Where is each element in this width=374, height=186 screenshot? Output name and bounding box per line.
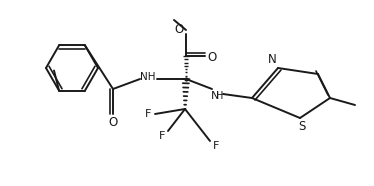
Text: F: F (159, 131, 165, 141)
Text: NH: NH (140, 72, 156, 82)
Text: O: O (108, 116, 118, 129)
Text: N: N (211, 91, 219, 101)
Text: F: F (213, 141, 219, 151)
Text: O: O (174, 23, 184, 36)
Text: S: S (298, 119, 306, 132)
Text: O: O (207, 51, 217, 63)
Text: N: N (268, 52, 276, 65)
Text: F: F (145, 109, 151, 119)
Text: H: H (216, 91, 224, 101)
